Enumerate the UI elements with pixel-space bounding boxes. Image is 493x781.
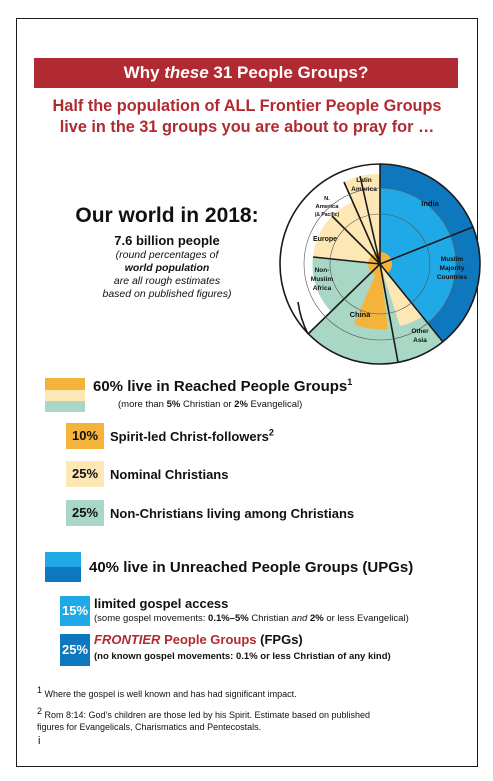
fpg-item-subtitle: (no known gospel movements: 0.1% or less… xyxy=(94,651,391,662)
label-n-america-3: (& Pacific) xyxy=(315,212,340,218)
reached-item-label: Non-Christians living among Christians xyxy=(110,506,354,521)
label-europe: Europe xyxy=(313,236,337,243)
label-latin-america-2: America xyxy=(351,186,377,193)
label-muslim-majority-3: Countries xyxy=(437,274,468,281)
footnote-1: 1 Where the gospel is well known and has… xyxy=(37,688,467,700)
upg-swatch-dark xyxy=(45,567,81,582)
world-note: (round percentages of world population a… xyxy=(52,249,282,301)
reached-title: 60% live in Reached People Groups1 xyxy=(93,378,352,395)
label-other-asia-2: Asia xyxy=(413,337,427,344)
reached-item-label: Spirit-led Christ-followers2 xyxy=(110,429,274,444)
label-latin-america-1: Latin xyxy=(356,177,372,184)
world-population: 7.6 billion people xyxy=(52,233,282,248)
reached-item-badge: 25% xyxy=(66,461,104,487)
subheading: Half the population of ALL Frontier Peop… xyxy=(22,96,472,138)
label-n-america-2: America xyxy=(316,204,340,210)
upg-item-label: limited gospel access xyxy=(94,596,228,611)
reached-subtitle: (more than 5% Christian or 2% Evangelica… xyxy=(118,399,302,410)
label-non-muslim-africa-3: Africa xyxy=(313,285,332,292)
banner-title: Why these 31 People Groups? xyxy=(34,58,458,88)
label-other-asia-1: Other xyxy=(411,328,429,335)
world-title: Our world in 2018: xyxy=(52,204,282,228)
label-non-muslim-africa-1: Non- xyxy=(315,267,330,274)
reached-item-badge: 10% xyxy=(66,423,104,449)
reached-item-badge: 25% xyxy=(66,500,104,526)
fpg-item-badge: 25% xyxy=(60,634,90,666)
upg-swatch-light xyxy=(45,552,81,567)
label-muslim-majority-2: Majority xyxy=(440,265,465,272)
unreached-title: 40% live in Unreached People Groups (UPG… xyxy=(89,559,413,576)
footnote-2: 2 Rom 8:14: God’s children are those led… xyxy=(37,709,467,733)
label-muslim-majority-1: Muslim xyxy=(441,256,464,263)
page-number: i xyxy=(38,735,40,747)
fpg-item-label: FRONTIER People Groups (FPGs) xyxy=(94,632,303,647)
label-india: India xyxy=(421,199,439,208)
label-n-america-1: N. xyxy=(324,196,330,202)
reached-swatch-green xyxy=(45,401,85,412)
upg-item-badge: 15% xyxy=(60,596,90,626)
label-china: China xyxy=(350,310,372,319)
reached-swatch-cream xyxy=(45,390,85,401)
reached-swatch-gold xyxy=(45,378,85,390)
world-population-diagram: India Muslim Majority Countries Other As… xyxy=(280,164,480,364)
upg-item-subtitle: (some gospel movements: 0.1%–5% Christia… xyxy=(94,613,409,624)
label-non-muslim-africa-2: Muslim xyxy=(311,276,334,283)
reached-item-label: Nominal Christians xyxy=(110,467,228,482)
